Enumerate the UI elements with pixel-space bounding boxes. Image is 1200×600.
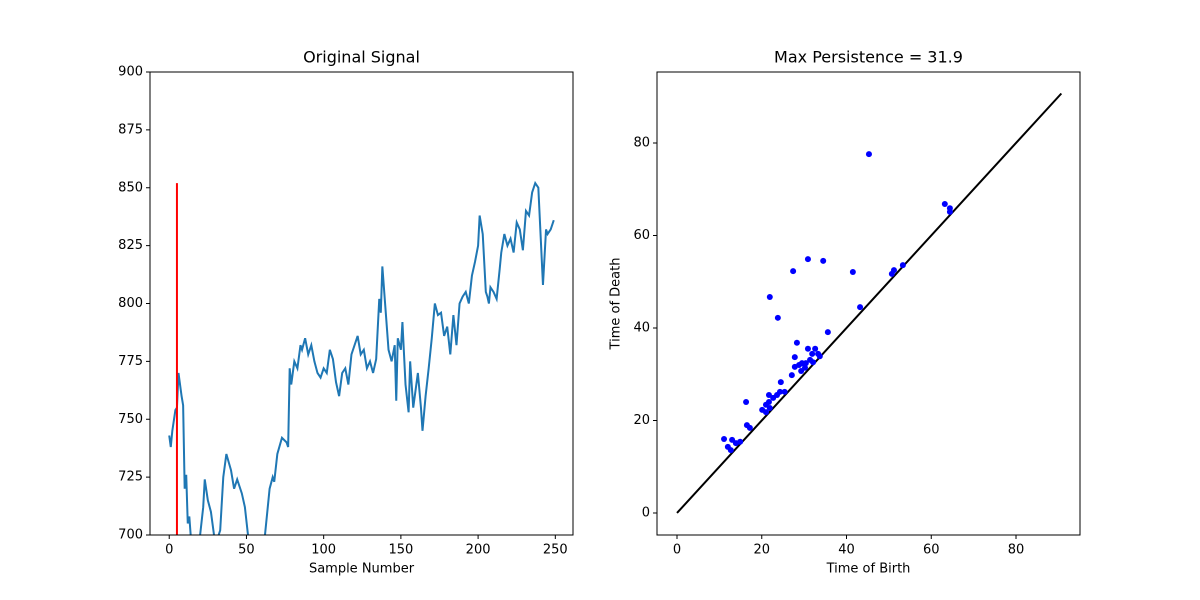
point <box>766 294 773 301</box>
point <box>804 345 811 352</box>
y-tick-label: 40 <box>633 320 650 335</box>
point <box>899 262 906 269</box>
x-tick-label: 60 <box>923 543 940 558</box>
y-tick-label: 800 <box>118 296 143 311</box>
y-tick-label: 750 <box>118 412 143 427</box>
y-tick-label: 775 <box>118 354 143 369</box>
point <box>781 388 788 395</box>
point <box>810 359 817 366</box>
y-tick-label: 825 <box>118 238 143 253</box>
point <box>816 353 823 360</box>
point <box>849 269 856 276</box>
point <box>888 270 895 277</box>
x-axis-label: Time of Birth <box>826 562 911 577</box>
point <box>743 398 750 405</box>
x-tick-label: 20 <box>753 543 770 558</box>
y-tick-label: 60 <box>633 228 650 243</box>
y-tick-label: 0 <box>642 505 650 520</box>
signal-line <box>168 180 555 535</box>
point <box>721 435 728 442</box>
point <box>857 304 864 311</box>
point <box>791 354 798 361</box>
point <box>820 257 827 264</box>
x-tick-label: 80 <box>1008 543 1025 558</box>
x-axis-label: Sample Number <box>309 562 415 577</box>
y-tick-label: 20 <box>633 413 650 428</box>
chart-title: Max Persistence = 31.9 <box>774 48 963 67</box>
point <box>809 350 816 357</box>
point <box>777 379 784 386</box>
y-tick-label: 80 <box>633 135 650 150</box>
chart-title: Original Signal <box>303 48 420 67</box>
point <box>765 392 772 399</box>
axes-frame <box>149 71 574 536</box>
point <box>732 440 739 447</box>
x-tick-label: 40 <box>838 543 855 558</box>
point <box>790 268 797 275</box>
y-axis-label: Time of Death <box>609 258 624 351</box>
y-tick-label: 700 <box>118 528 143 543</box>
axes-frame <box>656 71 1081 536</box>
point <box>798 368 805 375</box>
x-tick-label: 0 <box>673 543 681 558</box>
point <box>812 345 819 352</box>
point <box>762 409 769 416</box>
point <box>946 208 953 215</box>
point <box>793 339 800 346</box>
point <box>766 404 773 411</box>
x-tick-label: 250 <box>543 543 568 558</box>
point <box>802 360 809 367</box>
y-tick-label: 900 <box>118 65 143 80</box>
x-tick-label: 0 <box>165 543 173 558</box>
plot-area <box>168 180 555 535</box>
point <box>788 372 795 379</box>
y-tick-label: 725 <box>118 470 143 485</box>
x-tick-label: 50 <box>238 543 255 558</box>
x-tick-label: 200 <box>466 543 491 558</box>
point <box>770 394 777 401</box>
point <box>727 447 734 454</box>
point <box>941 201 948 208</box>
plot-area <box>676 92 1063 514</box>
point <box>824 329 831 336</box>
point <box>774 314 781 321</box>
point <box>804 256 811 263</box>
point <box>746 424 753 431</box>
x-tick-label: 150 <box>388 543 413 558</box>
point <box>791 363 798 370</box>
x-tick-label: 100 <box>311 543 336 558</box>
y-tick-label: 875 <box>118 122 143 137</box>
point <box>865 151 872 158</box>
y-tick-label: 850 <box>118 180 143 195</box>
